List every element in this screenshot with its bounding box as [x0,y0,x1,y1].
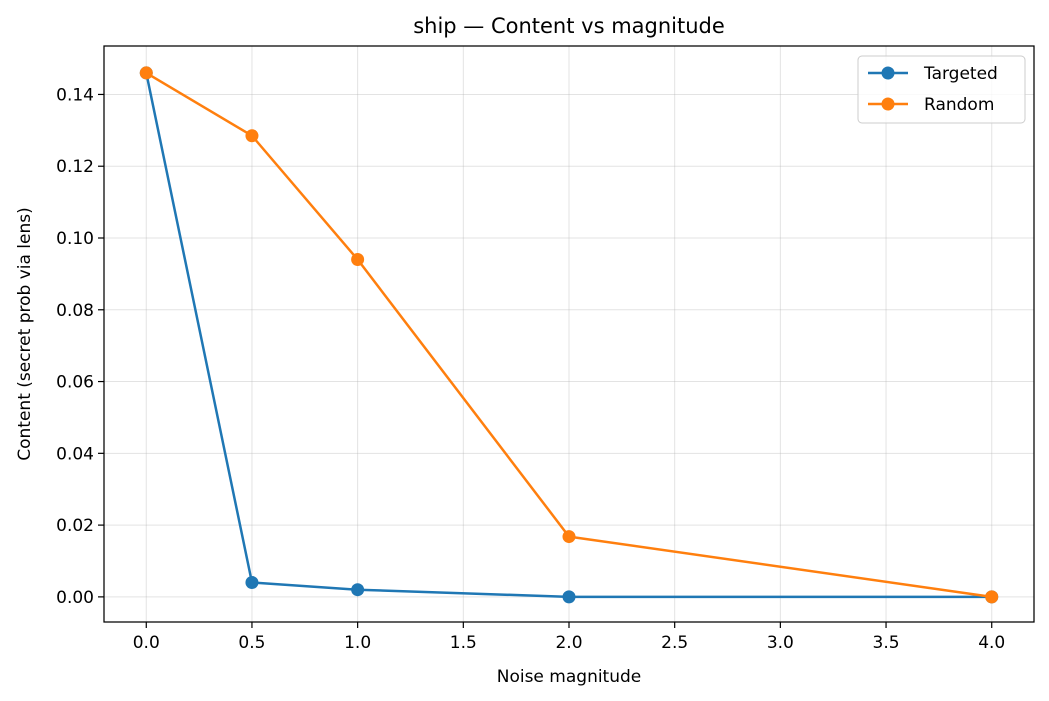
y-tick-label: 0.02 [56,516,94,536]
x-tick-label: 3.5 [873,633,900,653]
legend-marker-targeted [881,66,895,80]
y-tick-label: 0.06 [56,373,94,393]
legend-label-random: Random [924,95,994,115]
x-tick-label: 4.0 [978,633,1005,653]
legend: Targeted Random [857,55,1026,124]
tick-layer: 0.0 0.5 1.0 1.5 2.0 2.5 3.0 3.5 4.0 0.00 0.02 0.04 0… [56,85,1005,653]
data-point-random [245,129,259,143]
y-tick-label: 0.08 [56,301,94,321]
data-point-targeted [351,583,365,597]
data-point-random [562,530,576,544]
data-point-targeted [562,590,576,604]
legend-marker-random [881,97,895,111]
x-tick-label: 2.0 [555,633,582,653]
x-axis-label: Noise magnitude [497,667,642,687]
series-random [139,66,999,604]
y-tick-label: 0.12 [56,157,94,177]
x-tick-label: 0.5 [238,633,265,653]
legend-label-targeted: Targeted [923,64,998,84]
data-point-targeted [245,576,259,590]
x-tick-label: 3.0 [767,633,794,653]
data-point-random [351,253,365,267]
series-layer [139,66,999,604]
data-point-random [139,66,153,80]
x-tick-label: 1.5 [450,633,477,653]
grid-layer [104,46,1034,622]
x-tick-label: 0.0 [133,633,160,653]
legend-item-random: Random [868,95,994,115]
y-tick-label: 0.10 [56,229,94,249]
x-tick-label: 2.5 [661,633,688,653]
y-tick-label: 0.14 [56,85,94,105]
data-point-random [985,590,999,604]
y-tick-label: 0.00 [56,588,94,608]
chart-title: ship — Content vs magnitude [413,14,725,38]
y-tick-label: 0.04 [56,444,94,464]
legend-item-targeted: Targeted [868,64,998,84]
x-tick-label: 1.0 [344,633,371,653]
y-axis-label: Content (secret prob via lens) [15,207,35,461]
